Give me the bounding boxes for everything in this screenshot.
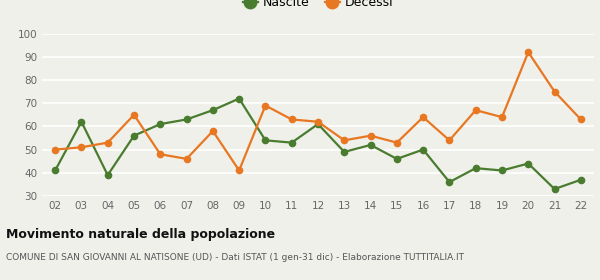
Decessi [236,169,243,172]
Decessi [183,157,190,160]
Decessi [367,134,374,137]
Nascite [236,97,243,100]
Decessi [419,115,427,119]
Decessi [314,120,322,123]
Text: Movimento naturale della popolazione: Movimento naturale della popolazione [6,228,275,241]
Nascite [446,180,453,184]
Nascite [419,148,427,151]
Nascite [52,169,59,172]
Nascite [157,122,164,126]
Nascite [314,122,322,126]
Nascite [524,162,532,165]
Legend: Nascite, Decessi: Nascite, Decessi [238,0,398,14]
Nascite [577,178,584,181]
Decessi [499,115,506,119]
Nascite [130,134,137,137]
Text: COMUNE DI SAN GIOVANNI AL NATISONE (UD) - Dati ISTAT (1 gen-31 dic) - Elaborazio: COMUNE DI SAN GIOVANNI AL NATISONE (UD) … [6,253,464,262]
Line: Decessi: Decessi [52,49,584,174]
Nascite [472,167,479,170]
Nascite [551,187,558,191]
Decessi [52,148,59,151]
Decessi [551,90,558,93]
Decessi [78,146,85,149]
Decessi [341,139,348,142]
Nascite [393,157,400,160]
Decessi [393,141,400,144]
Decessi [446,139,453,142]
Decessi [157,153,164,156]
Decessi [262,104,269,107]
Nascite [78,120,85,123]
Nascite [367,143,374,147]
Decessi [288,118,295,121]
Decessi [209,129,217,133]
Nascite [183,118,190,121]
Nascite [288,141,295,144]
Decessi [472,108,479,112]
Decessi [130,113,137,116]
Decessi [577,118,584,121]
Decessi [104,141,112,144]
Nascite [209,108,217,112]
Nascite [104,173,112,177]
Decessi [524,50,532,54]
Line: Nascite: Nascite [52,95,584,192]
Nascite [499,169,506,172]
Nascite [341,150,348,154]
Nascite [262,139,269,142]
